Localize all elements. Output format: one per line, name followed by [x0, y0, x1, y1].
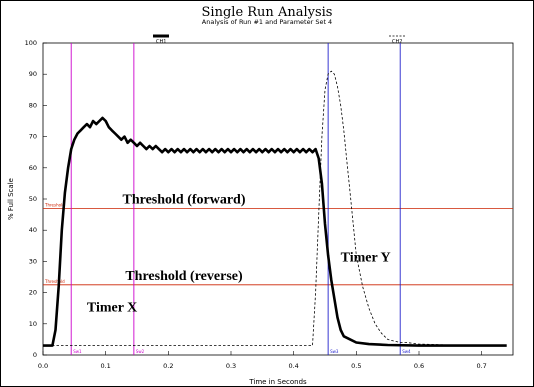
- switch-line-label: Sw4: [402, 349, 411, 354]
- x-tick-label: 0.2: [163, 362, 173, 370]
- y-tick-label: 10: [29, 320, 37, 328]
- y-axis-label: % Full Scale: [7, 178, 15, 220]
- series-line-ch2: [43, 70, 507, 347]
- y-tick-label: 100: [25, 39, 37, 47]
- y-tick-label: 70: [29, 133, 37, 141]
- legend-label: CH1: [156, 39, 166, 45]
- y-tick-label: 50: [29, 195, 37, 203]
- switch-line-label: Sw2: [136, 349, 145, 354]
- x-tick-label: 0.1: [100, 362, 110, 370]
- y-tick-label: 80: [29, 101, 37, 109]
- legend: CH1 CH2: [153, 34, 405, 45]
- x-tick-label: 0.6: [414, 362, 424, 370]
- legend-label: CH2: [392, 39, 402, 45]
- switch-line-label: Sw3: [330, 349, 339, 354]
- annotation-text: Threshold (forward): [122, 193, 245, 208]
- chart-subtitle: Analysis of Run #1 and Parameter Set 4: [202, 18, 332, 26]
- x-tick-label: 0.7: [476, 362, 486, 370]
- annotation-text: Threshold (reverse): [125, 269, 243, 284]
- switch-line-label: Sw1: [73, 349, 82, 354]
- x-tick-label: 0.5: [351, 362, 361, 370]
- y-tick-label: 20: [29, 289, 37, 297]
- y-tick-label: 30: [29, 257, 37, 265]
- x-tick-label: 0.4: [288, 362, 298, 370]
- y-tick-label: 90: [29, 70, 37, 78]
- y-tick-label: 0: [33, 351, 37, 359]
- y-tick-label: 40: [29, 226, 37, 234]
- x-axis-label: Time in Seconds: [248, 378, 307, 386]
- annotation-text: Timer X: [87, 300, 137, 315]
- y-tick-label: 60: [29, 164, 37, 172]
- x-tick-label: 0.3: [226, 362, 236, 370]
- series-line-ch1: [43, 116, 507, 347]
- chart-title: Single Run Analysis: [202, 5, 333, 20]
- threshold-line-label: Threshold: [44, 279, 65, 284]
- annotation-text: Timer Y: [341, 250, 391, 265]
- x-tick-label: 0.0: [38, 362, 48, 370]
- threshold-line-label: Threshold: [44, 202, 65, 207]
